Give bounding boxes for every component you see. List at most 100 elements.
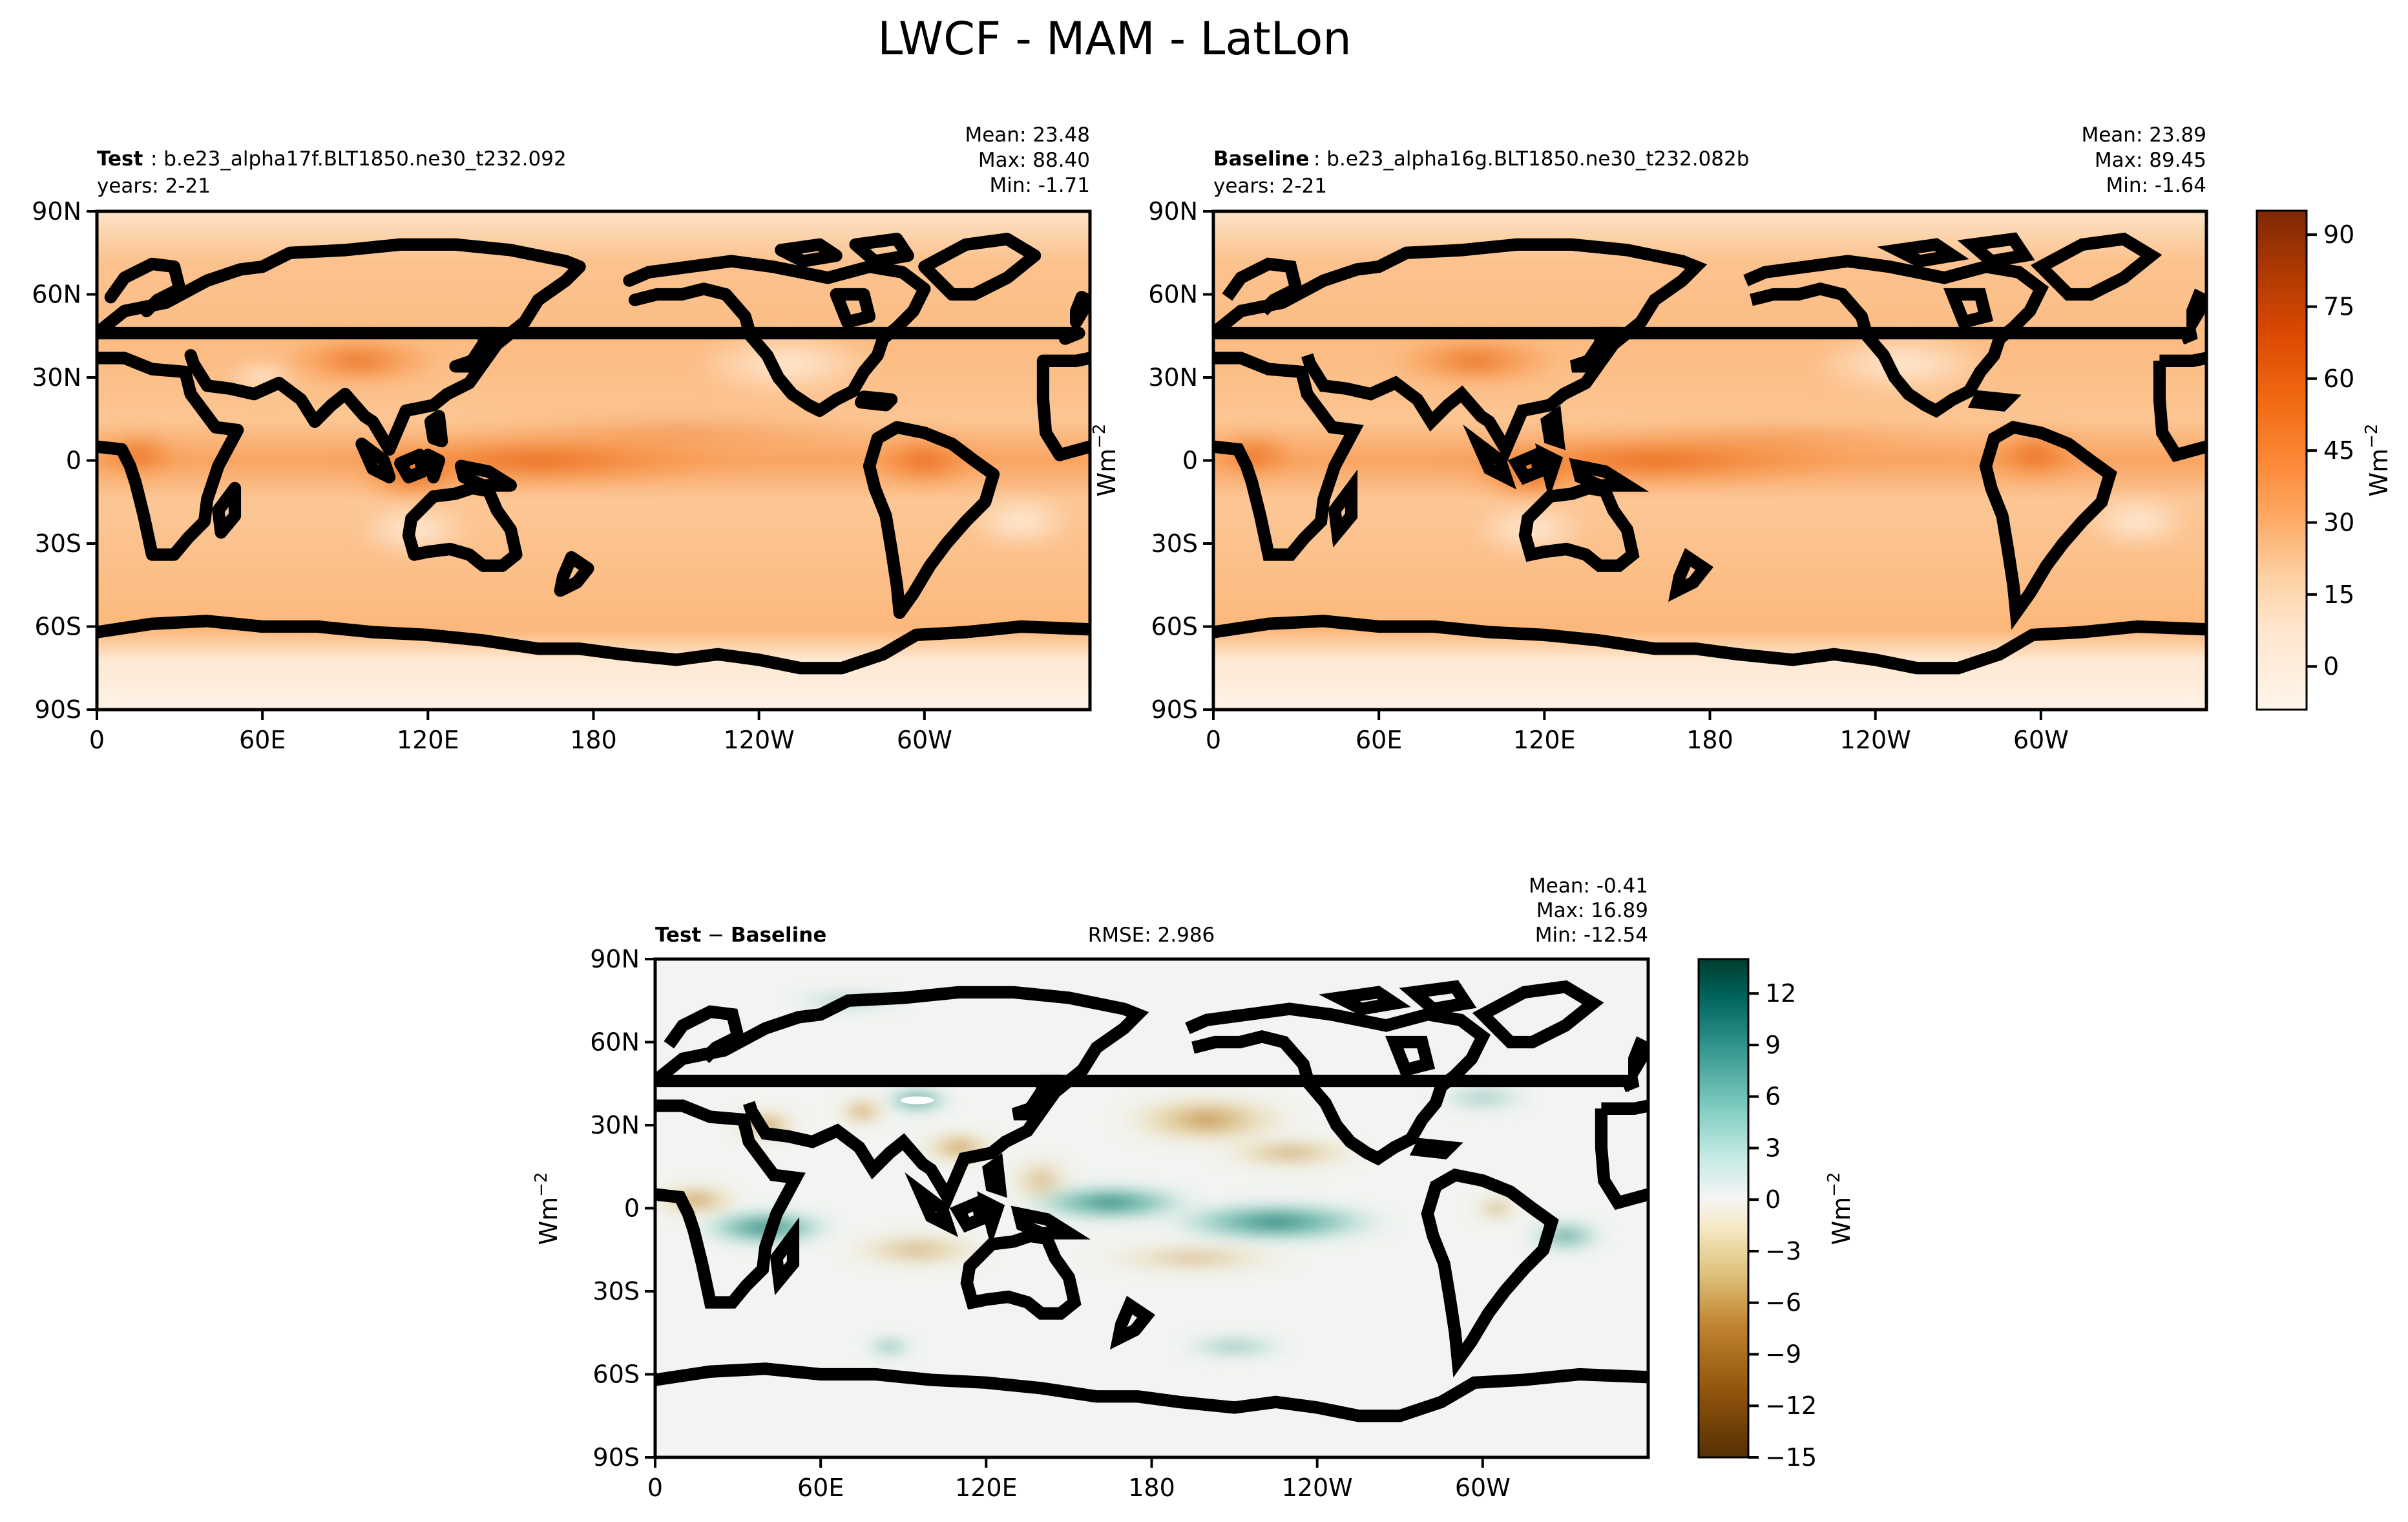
- test-ytick-label: 60S: [35, 613, 81, 641]
- difference-axis-ticks: 0 60E 120E 180 120W 60W 90N 60N 30N 0 30S 60S 90S: [590, 945, 1511, 1502]
- baseline-ytick-label: 90S: [1151, 695, 1198, 724]
- difference-stat-min: Min: -12.54: [1535, 924, 1648, 947]
- baseline-ytick-label: 60S: [1151, 613, 1198, 641]
- brbg-colorbar-label-sup: −2: [1825, 1172, 1844, 1197]
- test-ytick-label: 90S: [35, 695, 81, 724]
- difference-xtick-label: 60E: [797, 1474, 844, 1502]
- test-stat-max: Max: 88.40: [978, 149, 1090, 172]
- difference-xtick-label: 180: [1128, 1474, 1175, 1502]
- baseline-ytick-label: 90N: [1148, 197, 1198, 226]
- test-ytick-label: 90N: [32, 197, 81, 226]
- test-title-case: : b.e23_alpha17f.BLT1850.ne30_t232.092: [151, 147, 567, 171]
- baseline-axis-ticks: 0 60E 120E 180 120W 60W 90N 60N 30N 0 30S 60S 90S: [1148, 197, 2069, 754]
- brbg-colorbar-tick-label: 6: [1765, 1083, 1781, 1111]
- brbg-colorbar-tick-label: 9: [1765, 1031, 1781, 1059]
- brbg-colorbar-tick-label: −3: [1765, 1237, 1801, 1265]
- brbg-colorbar-tick-label: −6: [1765, 1289, 1801, 1317]
- difference-ylabel-unit: Wm: [534, 1197, 563, 1245]
- test-xtick-label: 60E: [239, 726, 286, 754]
- baseline-map: [1211, 209, 2208, 712]
- test-ytick-label: 30S: [35, 529, 81, 558]
- baseline-ylabel-unit: Wm: [1093, 449, 1121, 497]
- oranges-colorbar-tick-label: 30: [2323, 509, 2354, 537]
- difference-title: Test − Baseline: [655, 924, 826, 947]
- brbg-colorbar-tick-label: −12: [1765, 1391, 1817, 1420]
- oranges-colorbar-tick-label: 90: [2323, 220, 2354, 249]
- difference-ytick-label: 30N: [590, 1111, 640, 1139]
- baseline-ytick-label: 0: [1182, 447, 1198, 475]
- difference-stat-mean: Mean: -0.41: [1529, 874, 1648, 898]
- baseline-xtick-label: 60W: [2013, 726, 2069, 754]
- oranges-colorbar-tick-label: 45: [2323, 436, 2354, 465]
- difference-xtick-label: 0: [647, 1474, 663, 1502]
- baseline-ytick-label: 30N: [1148, 363, 1198, 392]
- baseline-stat-max: Max: 89.45: [2095, 149, 2206, 172]
- baseline-stat-min: Min: -1.64: [2106, 174, 2206, 197]
- baseline-panel: Baseline : b.e23_alpha16g.BLT1850.ne30_t…: [1090, 123, 2393, 754]
- test-panel: Test : b.e23_alpha17f.BLT1850.ne30_t232.…: [32, 123, 1092, 754]
- baseline-xtick-label: 120W: [1840, 726, 1911, 754]
- baseline-title-bold: Baseline: [1213, 147, 1309, 171]
- baseline-subtitle: years: 2-21: [1213, 174, 1327, 198]
- difference-ytick-label: 30S: [593, 1277, 640, 1305]
- test-title-bold: Test: [97, 147, 143, 171]
- brbg-colorbar-tick-label: 12: [1765, 979, 1796, 1008]
- difference-map: [653, 957, 1650, 1459]
- test-map: [95, 209, 1092, 712]
- difference-xtick-label: 120W: [1282, 1474, 1353, 1502]
- brbg-colorbar-tick-label: −15: [1765, 1443, 1817, 1472]
- test-xtick-label: 120W: [724, 726, 795, 754]
- difference-ytick-label: 0: [624, 1194, 640, 1223]
- test-xtick-label: 60W: [897, 726, 952, 754]
- baseline-title-case: : b.e23_alpha16g.BLT1850.ne30_t232.082b: [1314, 147, 1749, 171]
- oranges-colorbar-tick-label: 75: [2323, 292, 2354, 321]
- brbg-colorbar-tick-label: 0: [1765, 1185, 1781, 1214]
- oranges-colorbar-ticks: 90 75 60 45 30 15 0: [2307, 220, 2354, 681]
- difference-ytick-label: 60S: [593, 1360, 640, 1389]
- oranges-colorbar-tick-label: 60: [2323, 365, 2354, 393]
- oranges-colorbar-tick-label: 15: [2323, 580, 2354, 609]
- test-xtick-label: 0: [89, 726, 105, 754]
- difference-rmse: RMSE: 2.986: [1088, 924, 1215, 947]
- test-stat-mean: Mean: 23.48: [965, 123, 1090, 147]
- brbg-colorbar-label-unit: Wm: [1827, 1197, 1856, 1245]
- difference-ytick-label: 60N: [590, 1028, 640, 1057]
- brbg-colorbar-label: Wm−2: [1825, 1172, 1856, 1245]
- difference-stat-max: Max: 16.89: [1536, 899, 1648, 922]
- oranges-colorbar-frame: [2256, 209, 2308, 711]
- brbg-colorbar: 12 9 6 3 0 −3 −6 −9 −12 −15 Wm−2: [1697, 958, 1856, 1472]
- difference-title-baseline: Baseline: [731, 924, 826, 947]
- difference-ylabel: Wm−2: [532, 1172, 563, 1245]
- difference-xtick-label: 120E: [955, 1474, 1018, 1502]
- oranges-colorbar: 90 75 60 45 30 15 0 Wm−2: [2256, 209, 2393, 711]
- oranges-colorbar-tick-label: 0: [2323, 652, 2339, 681]
- brbg-colorbar-tick-label: 3: [1765, 1134, 1781, 1162]
- oranges-colorbar-label-unit: Wm: [2365, 449, 2393, 497]
- difference-title-minus: −: [701, 924, 731, 947]
- test-ytick-label: 60N: [32, 280, 81, 309]
- baseline-ytick-label: 60N: [1148, 280, 1198, 309]
- oranges-colorbar-label: Wm−2: [2362, 424, 2393, 497]
- brbg-colorbar-tick-label: −9: [1765, 1340, 1801, 1368]
- baseline-xtick-label: 0: [1206, 726, 1221, 754]
- test-ytick-label: 30N: [32, 363, 81, 392]
- baseline-stat-mean: Mean: 23.89: [2081, 123, 2206, 147]
- baseline-xtick-label: 120E: [1513, 726, 1576, 754]
- test-subtitle: years: 2-21: [97, 174, 211, 198]
- difference-title-test: Test: [655, 924, 702, 947]
- brbg-colorbar-frame: [1697, 958, 1750, 1459]
- test-ytick-label: 0: [66, 447, 81, 475]
- figure-title: LWCF - MAM - LatLon: [877, 12, 1351, 65]
- difference-ytick-label: 90S: [593, 1443, 640, 1472]
- baseline-xtick-label: 60E: [1356, 726, 1402, 754]
- test-xtick-label: 120E: [397, 726, 459, 754]
- test-stat-min: Min: -1.71: [989, 174, 1090, 197]
- baseline-xtick-label: 180: [1686, 726, 1733, 754]
- baseline-ylabel-sup: −2: [1090, 424, 1109, 449]
- difference-ytick-label: 90N: [590, 945, 640, 973]
- baseline-ytick-label: 30S: [1151, 529, 1198, 558]
- oranges-colorbar-label-sup: −2: [2362, 424, 2382, 449]
- brbg-colorbar-ticks: 12 9 6 3 0 −3 −6 −9 −12 −15: [1748, 979, 1817, 1472]
- difference-xtick-label: 60W: [1455, 1474, 1511, 1502]
